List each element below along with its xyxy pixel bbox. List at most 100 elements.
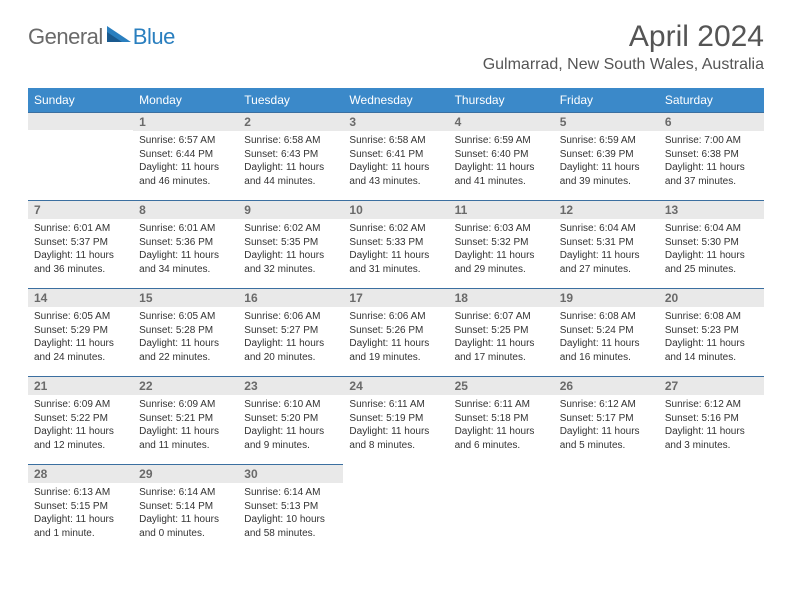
weekday-header: Friday (554, 88, 659, 112)
day-number: 14 (28, 288, 133, 307)
logo: General Blue (28, 24, 175, 50)
calendar-cell: 21Sunrise: 6:09 AMSunset: 5:22 PMDayligh… (28, 376, 133, 464)
day-number: 22 (133, 376, 238, 395)
day-content: Sunrise: 6:04 AMSunset: 5:31 PMDaylight:… (554, 219, 659, 280)
calendar-cell: 14Sunrise: 6:05 AMSunset: 5:29 PMDayligh… (28, 288, 133, 376)
day-content: Sunrise: 6:58 AMSunset: 6:43 PMDaylight:… (238, 131, 343, 192)
day-content: Sunrise: 6:01 AMSunset: 5:37 PMDaylight:… (28, 219, 133, 280)
day-number: 9 (238, 200, 343, 219)
day-number: 20 (659, 288, 764, 307)
calendar-cell: 6Sunrise: 7:00 AMSunset: 6:38 PMDaylight… (659, 112, 764, 200)
calendar-cell: 12Sunrise: 6:04 AMSunset: 5:31 PMDayligh… (554, 200, 659, 288)
logo-text-blue: Blue (133, 24, 175, 50)
calendar-cell: 28Sunrise: 6:13 AMSunset: 5:15 PMDayligh… (28, 464, 133, 552)
day-content: Sunrise: 6:10 AMSunset: 5:20 PMDaylight:… (238, 395, 343, 456)
day-content: Sunrise: 6:06 AMSunset: 5:26 PMDaylight:… (343, 307, 448, 368)
weekday-header: Sunday (28, 88, 133, 112)
calendar-cell: 11Sunrise: 6:03 AMSunset: 5:32 PMDayligh… (449, 200, 554, 288)
calendar-cell (659, 464, 764, 552)
day-content: Sunrise: 6:11 AMSunset: 5:19 PMDaylight:… (343, 395, 448, 456)
calendar-cell: 24Sunrise: 6:11 AMSunset: 5:19 PMDayligh… (343, 376, 448, 464)
calendar-week-row: 28Sunrise: 6:13 AMSunset: 5:15 PMDayligh… (28, 464, 764, 552)
day-content: Sunrise: 6:06 AMSunset: 5:27 PMDaylight:… (238, 307, 343, 368)
day-number: 30 (238, 464, 343, 483)
logo-text-general: General (28, 24, 103, 50)
calendar-cell (449, 464, 554, 552)
calendar-cell: 2Sunrise: 6:58 AMSunset: 6:43 PMDaylight… (238, 112, 343, 200)
day-content: Sunrise: 6:13 AMSunset: 5:15 PMDaylight:… (28, 483, 133, 544)
day-content: Sunrise: 6:08 AMSunset: 5:24 PMDaylight:… (554, 307, 659, 368)
weekday-header: Saturday (659, 88, 764, 112)
day-number: 29 (133, 464, 238, 483)
day-content: Sunrise: 6:02 AMSunset: 5:33 PMDaylight:… (343, 219, 448, 280)
day-number: 17 (343, 288, 448, 307)
calendar-table: SundayMondayTuesdayWednesdayThursdayFrid… (28, 88, 764, 552)
day-content: Sunrise: 6:12 AMSunset: 5:16 PMDaylight:… (659, 395, 764, 456)
calendar-cell: 17Sunrise: 6:06 AMSunset: 5:26 PMDayligh… (343, 288, 448, 376)
day-content: Sunrise: 6:57 AMSunset: 6:44 PMDaylight:… (133, 131, 238, 192)
day-number: 26 (554, 376, 659, 395)
calendar-header-row: SundayMondayTuesdayWednesdayThursdayFrid… (28, 88, 764, 112)
location: Gulmarrad, New South Wales, Australia (483, 56, 764, 74)
calendar-cell: 29Sunrise: 6:14 AMSunset: 5:14 PMDayligh… (133, 464, 238, 552)
day-content: Sunrise: 6:09 AMSunset: 5:21 PMDaylight:… (133, 395, 238, 456)
day-number: 18 (449, 288, 554, 307)
weekday-header: Tuesday (238, 88, 343, 112)
day-content: Sunrise: 6:01 AMSunset: 5:36 PMDaylight:… (133, 219, 238, 280)
calendar-week-row: 1Sunrise: 6:57 AMSunset: 6:44 PMDaylight… (28, 112, 764, 200)
day-content: Sunrise: 7:00 AMSunset: 6:38 PMDaylight:… (659, 131, 764, 192)
day-number: 15 (133, 288, 238, 307)
calendar-cell (554, 464, 659, 552)
calendar-cell: 5Sunrise: 6:59 AMSunset: 6:39 PMDaylight… (554, 112, 659, 200)
logo-triangle-icon (107, 26, 131, 47)
day-number: 23 (238, 376, 343, 395)
calendar-cell: 9Sunrise: 6:02 AMSunset: 5:35 PMDaylight… (238, 200, 343, 288)
weekday-header: Thursday (449, 88, 554, 112)
calendar-week-row: 7Sunrise: 6:01 AMSunset: 5:37 PMDaylight… (28, 200, 764, 288)
day-content: Sunrise: 6:11 AMSunset: 5:18 PMDaylight:… (449, 395, 554, 456)
day-content: Sunrise: 6:03 AMSunset: 5:32 PMDaylight:… (449, 219, 554, 280)
day-content: Sunrise: 6:59 AMSunset: 6:40 PMDaylight:… (449, 131, 554, 192)
header: General Blue April 2024 Gulmarrad, New S… (0, 0, 792, 82)
day-number: 19 (554, 288, 659, 307)
calendar-cell: 19Sunrise: 6:08 AMSunset: 5:24 PMDayligh… (554, 288, 659, 376)
day-content: Sunrise: 6:59 AMSunset: 6:39 PMDaylight:… (554, 131, 659, 192)
calendar-cell (28, 112, 133, 200)
day-content: Sunrise: 6:05 AMSunset: 5:28 PMDaylight:… (133, 307, 238, 368)
calendar-cell: 25Sunrise: 6:11 AMSunset: 5:18 PMDayligh… (449, 376, 554, 464)
day-number: 2 (238, 112, 343, 131)
day-number: 27 (659, 376, 764, 395)
calendar-cell: 1Sunrise: 6:57 AMSunset: 6:44 PMDaylight… (133, 112, 238, 200)
calendar-cell (343, 464, 448, 552)
calendar-cell: 13Sunrise: 6:04 AMSunset: 5:30 PMDayligh… (659, 200, 764, 288)
day-content: Sunrise: 6:08 AMSunset: 5:23 PMDaylight:… (659, 307, 764, 368)
day-number: 11 (449, 200, 554, 219)
calendar-cell: 22Sunrise: 6:09 AMSunset: 5:21 PMDayligh… (133, 376, 238, 464)
calendar-cell: 23Sunrise: 6:10 AMSunset: 5:20 PMDayligh… (238, 376, 343, 464)
day-number: 10 (343, 200, 448, 219)
calendar-body: 1Sunrise: 6:57 AMSunset: 6:44 PMDaylight… (28, 112, 764, 552)
day-content: Sunrise: 6:14 AMSunset: 5:13 PMDaylight:… (238, 483, 343, 544)
calendar-week-row: 21Sunrise: 6:09 AMSunset: 5:22 PMDayligh… (28, 376, 764, 464)
weekday-header: Wednesday (343, 88, 448, 112)
day-number: 16 (238, 288, 343, 307)
day-number: 6 (659, 112, 764, 131)
day-content: Sunrise: 6:05 AMSunset: 5:29 PMDaylight:… (28, 307, 133, 368)
day-number: 12 (554, 200, 659, 219)
calendar-cell: 20Sunrise: 6:08 AMSunset: 5:23 PMDayligh… (659, 288, 764, 376)
day-content: Sunrise: 6:07 AMSunset: 5:25 PMDaylight:… (449, 307, 554, 368)
calendar-cell: 18Sunrise: 6:07 AMSunset: 5:25 PMDayligh… (449, 288, 554, 376)
day-number: 3 (343, 112, 448, 131)
month-title: April 2024 (483, 20, 764, 54)
day-content: Sunrise: 6:09 AMSunset: 5:22 PMDaylight:… (28, 395, 133, 456)
calendar-cell: 4Sunrise: 6:59 AMSunset: 6:40 PMDaylight… (449, 112, 554, 200)
calendar-cell: 16Sunrise: 6:06 AMSunset: 5:27 PMDayligh… (238, 288, 343, 376)
day-number: 13 (659, 200, 764, 219)
day-content: Sunrise: 6:58 AMSunset: 6:41 PMDaylight:… (343, 131, 448, 192)
calendar-week-row: 14Sunrise: 6:05 AMSunset: 5:29 PMDayligh… (28, 288, 764, 376)
day-content: Sunrise: 6:14 AMSunset: 5:14 PMDaylight:… (133, 483, 238, 544)
day-content: Sunrise: 6:04 AMSunset: 5:30 PMDaylight:… (659, 219, 764, 280)
day-number: 21 (28, 376, 133, 395)
day-number: 25 (449, 376, 554, 395)
title-block: April 2024 Gulmarrad, New South Wales, A… (483, 20, 764, 74)
